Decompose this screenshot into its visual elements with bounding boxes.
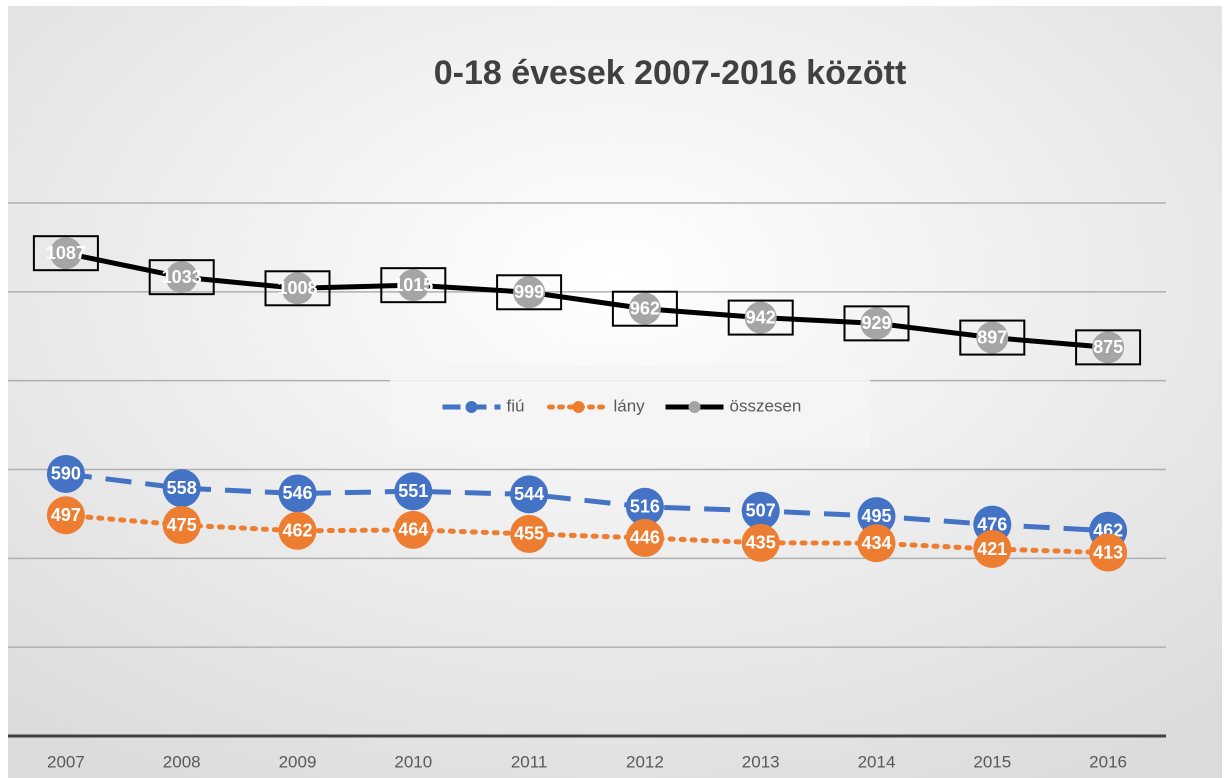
data-point — [625, 518, 664, 557]
data-point — [744, 301, 777, 334]
chart-title: 0-18 évesek 2007-2016 között — [434, 54, 907, 92]
legend-label: összesen — [730, 396, 802, 415]
series-line — [63, 512, 1111, 556]
data-point — [162, 469, 201, 508]
data-point — [513, 276, 546, 309]
legend-label: lány — [614, 396, 646, 415]
data-point — [510, 475, 549, 514]
data-point — [394, 472, 433, 511]
data-point — [973, 530, 1012, 569]
x-tick-label: 2013 — [742, 752, 780, 771]
data-label-box — [959, 319, 1026, 356]
data-label: 551 — [398, 481, 428, 501]
data-label: 464 — [398, 520, 428, 540]
x-tick-label: 2012 — [626, 752, 664, 771]
legend-marker — [572, 401, 585, 413]
data-label-box — [32, 235, 99, 272]
data-point — [857, 524, 896, 563]
data-label: 446 — [630, 528, 660, 548]
data-point — [860, 307, 893, 340]
data-label: 413 — [1093, 542, 1123, 562]
data-label: 962 — [630, 298, 660, 318]
data-point — [46, 496, 85, 535]
data-label: 516 — [630, 497, 660, 517]
data-label-box — [264, 270, 331, 307]
data-point — [628, 292, 661, 325]
data-point — [165, 261, 198, 294]
data-point — [46, 454, 85, 493]
data-point — [857, 497, 896, 536]
data-point — [278, 511, 317, 550]
data-label-box — [1075, 329, 1142, 366]
data-label: 929 — [861, 313, 891, 333]
data-point — [741, 491, 780, 530]
x-tick-label: 2007 — [47, 752, 85, 771]
x-tick-label: 2016 — [1089, 752, 1127, 771]
data-label-box — [843, 305, 910, 342]
x-tick-label: 2010 — [394, 752, 432, 771]
data-point — [510, 514, 549, 553]
data-label: 1087 — [46, 243, 86, 263]
data-label-box — [611, 290, 678, 327]
data-label: 942 — [746, 307, 776, 327]
data-label-box — [380, 267, 447, 304]
data-label: 1015 — [393, 275, 433, 295]
data-label: 475 — [167, 515, 197, 535]
data-label: 544 — [514, 484, 544, 504]
x-tick-label: 2008 — [163, 752, 201, 771]
data-label: 435 — [746, 533, 776, 553]
data-label: 1033 — [162, 267, 202, 287]
data-point — [49, 237, 82, 270]
x-tick-label: 2015 — [973, 752, 1011, 771]
data-label: 897 — [977, 327, 1007, 347]
data-label-box — [727, 299, 794, 336]
data-point — [625, 487, 664, 526]
data-label: 590 — [51, 464, 81, 484]
data-point — [397, 269, 430, 302]
data-label: 875 — [1093, 337, 1123, 357]
data-label: 497 — [51, 505, 81, 525]
x-tick-label: 2011 — [511, 752, 548, 771]
data-label: 462 — [282, 521, 312, 541]
data-label-box — [496, 274, 563, 311]
x-tick-label: 2009 — [279, 752, 317, 771]
series-line — [65, 250, 1109, 350]
data-label: 507 — [746, 501, 776, 521]
data-label: 546 — [282, 483, 312, 503]
data-point — [1092, 331, 1125, 364]
data-point — [281, 272, 314, 305]
data-point — [394, 510, 433, 549]
data-point — [162, 506, 201, 545]
data-label: 455 — [514, 524, 544, 544]
legend-marker — [688, 401, 701, 413]
data-label: 421 — [977, 539, 1007, 559]
data-label: 1008 — [277, 278, 317, 298]
data-point — [1089, 533, 1128, 572]
series-line — [65, 471, 1109, 534]
data-label: 476 — [977, 514, 1007, 534]
data-point — [976, 321, 1009, 354]
data-label: 434 — [861, 533, 891, 553]
legend-marker — [465, 401, 478, 413]
data-label: 999 — [514, 282, 544, 302]
data-label-box — [148, 259, 215, 296]
data-point — [741, 523, 780, 562]
x-tick-label: 2014 — [858, 752, 896, 771]
data-label: 558 — [167, 478, 197, 498]
data-point — [278, 474, 317, 513]
data-label: 495 — [861, 506, 891, 526]
legend-label: fiú — [507, 396, 525, 415]
